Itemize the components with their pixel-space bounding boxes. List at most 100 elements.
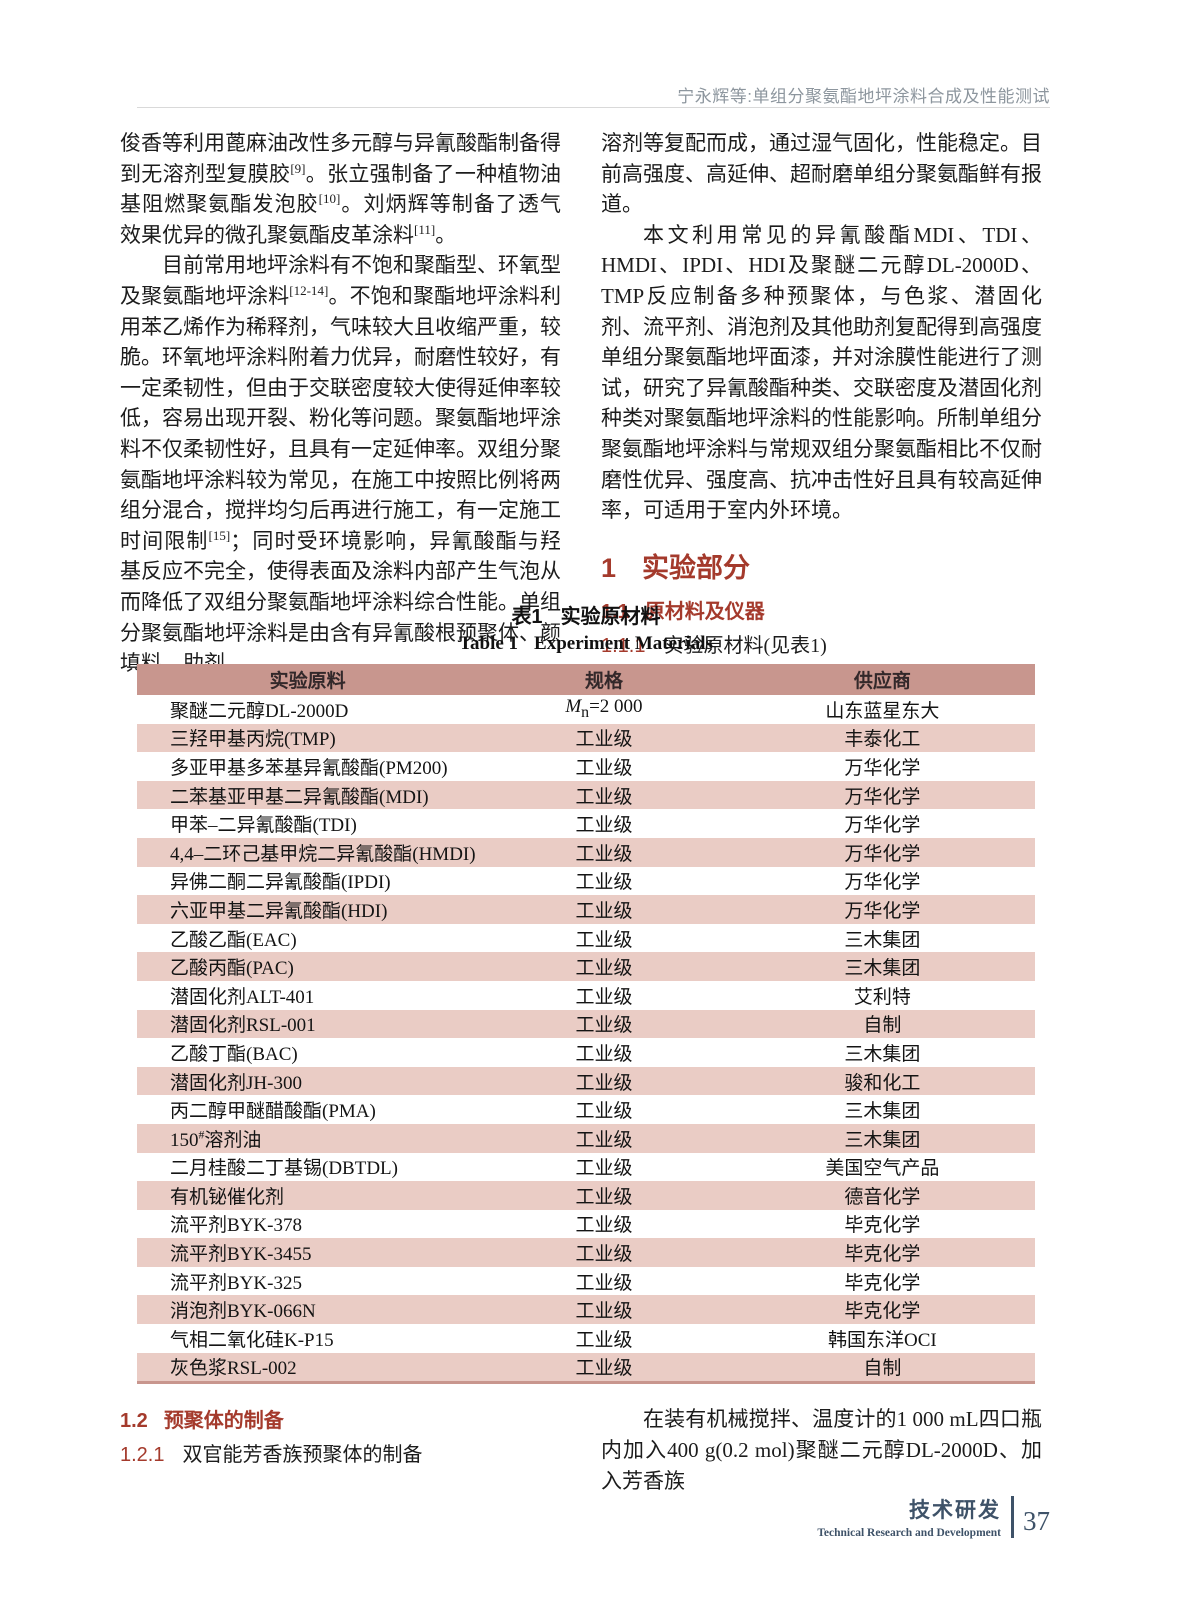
- table-row: 潜固化剂JH-300 工业级 骏和化工: [137, 1066, 1035, 1096]
- materials-table-head: 实验原料 规格 供应商: [137, 664, 1035, 695]
- table-row: 甲苯–二异氰酸酯(TDI) 工业级 万华化学: [137, 809, 1035, 838]
- column-header-supplier: 供应商: [729, 664, 1035, 695]
- cell-material: 异佛二酮二异氰酸酯(IPDI): [170, 872, 391, 894]
- table-row: 灰色浆RSL-002 工业级 自制: [137, 1352, 1035, 1383]
- cell-spec: 工业级: [478, 1181, 730, 1210]
- cell-material: 二月桂酸二丁基锡(DBTDL): [170, 1158, 398, 1180]
- footer-labels: 技术研发 Technical Research and Development: [817, 1494, 1001, 1539]
- cell-spec: 工业级: [478, 1238, 730, 1267]
- table-row: 消泡剂BYK-066N 工业级 毕克化学: [137, 1295, 1035, 1325]
- table1-caption-label: 表1: [511, 606, 543, 628]
- cell-supplier: 万华化学: [844, 757, 921, 779]
- cell-material: 六亚甲基二异氰酸酯(HDI): [137, 895, 479, 924]
- cell-spec: 工业级: [478, 1066, 730, 1096]
- cell-supplier: 美国空气产品: [825, 1158, 940, 1180]
- paragraph: 本文利用常见的异氰酸酯MDI、TDI、HMDI、IPDI、HDI及聚醚二元醇DL…: [601, 222, 1042, 523]
- cell-material: 灰色浆RSL-002: [137, 1352, 479, 1383]
- section-number: 1.1.1: [601, 634, 646, 657]
- cell-spec: 工业级: [575, 815, 633, 837]
- table-row: 六亚甲基二异氰酸酯(HDI) 工业级 万华化学: [137, 895, 1035, 924]
- cell-spec: 工业级: [478, 837, 730, 867]
- cell-supplier: 毕克化学: [844, 1272, 921, 1294]
- page-footer: 技术研发 Technical Research and Development …: [137, 1494, 1050, 1539]
- cell-material: 气相二氧化硅K-P15: [170, 1329, 334, 1351]
- section-number: 1.2.1: [120, 1444, 165, 1466]
- paragraph: 目前常用地坪涂料有不饱和聚酯型、环氧型及聚氨酯地坪涂料[12-14]。不饱和聚酯…: [120, 253, 562, 676]
- cell-material: 聚醚二元醇DL-2000D: [170, 700, 349, 722]
- section-title: 实验部分: [642, 552, 751, 583]
- cell-supplier: 万华化学: [844, 815, 921, 837]
- cell-spec: 工业级: [478, 1009, 730, 1039]
- materials-table-body: 聚醚二元醇DL-2000D Mn=2 000 山东蓝星东大 三羟甲基丙烷(TMP) 工业…: [137, 695, 1035, 1383]
- cell-material: 潜固化剂JH-300: [137, 1066, 479, 1096]
- cell-supplier: 德音化学: [729, 1181, 1035, 1210]
- cell-material: 消泡剂BYK-066N: [137, 1295, 479, 1325]
- cell-supplier: 毕克化学: [844, 1215, 921, 1237]
- cell-spec: 工业级: [575, 1043, 633, 1065]
- table-row: 乙酸乙酯(EAC) 工业级 三木集团: [137, 924, 1035, 953]
- cell-spec: 工业级: [478, 1295, 730, 1325]
- cell-supplier: 韩国东洋OCI: [827, 1329, 937, 1351]
- cell-supplier: 万华化学: [729, 837, 1035, 867]
- table-row: 三羟甲基丙烷(TMP) 工业级 丰泰化工: [137, 723, 1035, 753]
- section-number: 1.2: [120, 1410, 148, 1432]
- cell-supplier: 骏和化工: [729, 1066, 1035, 1096]
- cell-material: 150#溶剂油: [137, 1123, 479, 1153]
- section-heading-1-1-1: 1.1.1 实验原材料(见表1): [601, 632, 1042, 660]
- header-rule: [137, 107, 1050, 108]
- cell-material: 三羟甲基丙烷(TMP): [137, 723, 479, 753]
- column-header-spec: 规格: [478, 664, 730, 695]
- right-column: 溶剂等复配而成，通过湿气固化，性能稳定。目前高强度、高延伸、超耐磨单组分聚氨酯鲜…: [601, 128, 1042, 700]
- table1-caption-en-text: Experiment Materials: [534, 633, 713, 654]
- table1-caption-text: 实验原材料: [560, 606, 661, 628]
- table-row: 丙二醇甲醚醋酸酯(PMA) 工业级 三木集团: [137, 1095, 1035, 1124]
- cell-material: 潜固化剂RSL-001: [137, 1009, 479, 1039]
- cell-spec: 工业级: [575, 986, 633, 1008]
- cell-material: 乙酸乙酯(EAC): [170, 929, 297, 951]
- cell-supplier: 万华化学: [729, 895, 1035, 924]
- table-row: 气相二氧化硅K-P15 工业级 韩国东洋OCI: [137, 1324, 1035, 1353]
- cell-material: 多亚甲基多苯基异氰酸酯(PM200): [170, 757, 448, 779]
- cell-supplier: 丰泰化工: [729, 723, 1035, 753]
- cell-supplier: 艾利特: [853, 986, 911, 1008]
- section-title: 实验原材料(见表1): [663, 634, 827, 657]
- section-heading-1-2-1: 1.2.1 双官能芳香族预聚体的制备: [120, 1441, 561, 1469]
- table-row: 有机铋催化剂 工业级 德音化学: [137, 1181, 1035, 1210]
- cell-material: 乙酸丙酯(PAC): [137, 952, 479, 981]
- materials-table: 实验原料 规格 供应商 聚醚二元醇DL-2000D Mn=2 000 山东蓝星东大三…: [137, 664, 1035, 1385]
- cell-spec: 工业级: [478, 1123, 730, 1153]
- table-row: 150#溶剂油 工业级 三木集团: [137, 1123, 1035, 1153]
- section-heading-1-1: 1.1 原材料及仪器: [601, 595, 1042, 624]
- cell-material: 甲苯–二异氰酸酯(TDI): [170, 815, 357, 837]
- cell-supplier: 三木集团: [844, 1101, 921, 1123]
- cell-spec: 工业级: [478, 952, 730, 981]
- running-head: 宁永辉等:单组分聚氨酯地坪涂料合成及性能测试: [677, 87, 1050, 106]
- paragraph: 在装有机械搅拌、温度计的1 000 mL四口瓶内加入400 g(0.2 mol)…: [601, 1407, 1042, 1493]
- cell-supplier: 自制: [729, 1009, 1035, 1039]
- paragraph: 俊香等利用蓖麻油改性多元醇与异氰酸酯制备得到无溶剂型复膜胶[9]。张立强制备了一…: [120, 131, 562, 247]
- cell-material: 流平剂BYK-378: [170, 1215, 302, 1237]
- table1-caption-en-label: Table 1: [459, 633, 519, 654]
- table1-block: 表1 实验原材料 Table 1 Experiment Materials 实验原料…: [137, 600, 1035, 1385]
- cell-spec: 工业级: [575, 1215, 633, 1237]
- cell-spec: 工业级: [575, 1101, 633, 1123]
- bottom-right-column: 在装有机械搅拌、温度计的1 000 mL四口瓶内加入400 g(0.2 mol)…: [601, 1404, 1042, 1497]
- cell-material: 流平剂BYK-325: [170, 1272, 302, 1294]
- section-heading-1-2: 1.2 预聚体的制备: [120, 1404, 561, 1433]
- section-number: 1: [601, 552, 617, 583]
- cell-spec: 工业级: [575, 1329, 633, 1351]
- cell-supplier: 万华化学: [844, 872, 921, 894]
- left-column: 俊香等利用蓖麻油改性多元醇与异氰酸酯制备得到无溶剂型复膜胶[9]。张立强制备了一…: [120, 128, 561, 700]
- section-title: 双官能芳香族预聚体的制备: [182, 1444, 423, 1466]
- cell-spec: 工业级: [478, 895, 730, 924]
- cell-spec: 工业级: [478, 723, 730, 753]
- body-columns: 俊香等利用蓖麻油改性多元醇与异氰酸酯制备得到无溶剂型复膜胶[9]。张立强制备了一…: [120, 128, 1042, 700]
- cell-spec: 工业级: [575, 1158, 633, 1180]
- column-header-material: 实验原料: [137, 664, 479, 695]
- table-row: 流平剂BYK-325 工业级 毕克化学: [137, 1267, 1035, 1296]
- footer-section-en: Technical Research and Development: [817, 1527, 1001, 1539]
- table-row: 流平剂BYK-3455 工业级 毕克化学: [137, 1238, 1035, 1267]
- table1-caption-zh: 表1 实验原材料: [137, 600, 1035, 629]
- cell-spec: 工业级: [575, 757, 633, 779]
